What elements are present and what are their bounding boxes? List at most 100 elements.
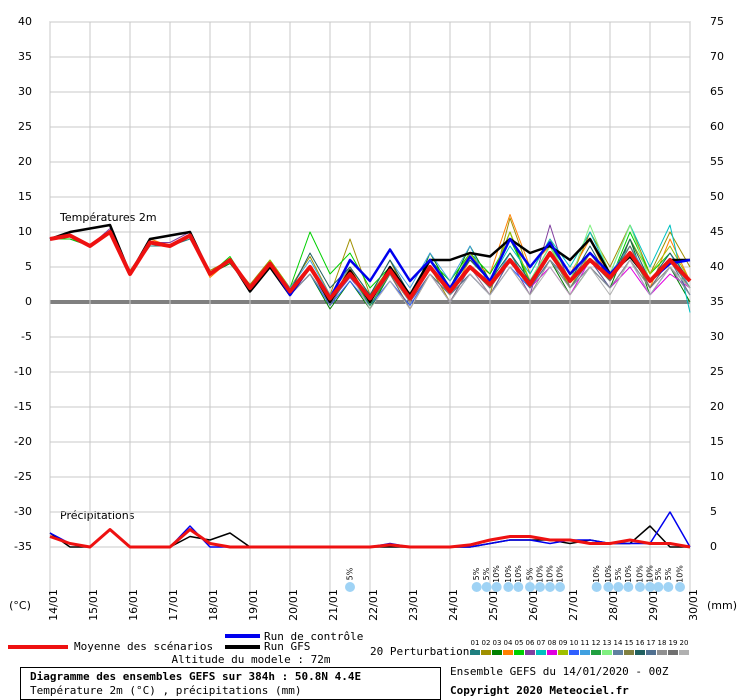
perturbation-swatch [635,650,645,655]
y-tick-label: 5 [25,260,32,273]
y2-tick-label: 40 [710,260,724,273]
x-tick-label: 29/01 [647,589,660,621]
x-tick-label: 27/01 [567,589,580,621]
y2-tick-label: 65 [710,85,724,98]
snow-icon [623,582,634,592]
snow-icon [653,582,664,592]
chart-title: Diagramme des ensembles GEFS sur 384h : … [30,670,361,683]
y-tick-label: -20 [14,435,32,448]
snow-icon [603,582,614,592]
snow-icon [525,582,535,592]
snow-probability: 5% [654,567,663,580]
x-tick-label: 19/01 [247,589,260,621]
legend-label: Moyenne des scénarios [74,640,213,653]
legend-label: Run GFS [264,640,310,653]
perturbation-number: 19 [669,639,678,647]
precipitation-label: Précipitations [60,509,135,522]
snow-icon [491,582,502,592]
x-tick-label: 14/01 [47,589,60,621]
y2-tick-label: 5 [710,505,717,518]
perturbation-swatch [470,650,480,655]
perturbation-number: 09 [559,639,568,647]
snow-icon [481,582,492,592]
snow-icon [591,582,602,592]
snow-icon [663,582,674,592]
x-tick-label: 15/01 [87,589,100,621]
snow-probability: 5% [482,567,491,580]
y-tick-label: 0 [25,295,32,308]
perturbation-number: 20 [680,639,689,647]
x-tick-label: 28/01 [607,589,620,621]
x-tick-label: 21/01 [327,589,340,621]
y2-axis-label: (mm) [707,599,737,612]
perturbation-swatch [514,650,524,655]
plot: 5% 5% 5% 10% 10% 10% 5% 10% 10% 10% 10% 10% 5% 10% 10%… [49,214,692,592]
legend-label: Run de contrôle [264,630,363,643]
y2-tick-label: 50 [710,190,724,203]
y2-tick-label: 15 [710,435,724,448]
altitude: Altitude du modele : 72m [172,653,331,666]
perturbation-number: 04 [504,639,513,647]
perturbation-number: 10 [570,639,579,647]
perturbation-swatch [602,650,612,655]
precipitation-line [49,528,691,549]
snow-probability: 5% [614,567,623,580]
snow-probability: 10% [646,565,655,583]
x-tick-label: 30/01 [687,589,700,621]
snow-probability: 5% [472,567,481,580]
perturbation-number: 03 [493,639,502,647]
snow-icon [471,582,482,592]
y-tick-label: -15 [14,400,32,413]
perturbation-number: 13 [603,639,612,647]
y-tick-label: 20 [18,155,32,168]
snow-icon [345,582,355,592]
temperature-label: Températures 2m [59,211,157,224]
x-tick-label: 22/01 [367,589,380,621]
perturbation-number: 05 [515,639,524,647]
perturbation-number: 02 [482,639,491,647]
x-tick-label: 17/01 [167,589,180,621]
perturbation-swatch [569,650,579,655]
perturbation-swatch [668,650,678,655]
snow-probability: 10% [556,565,565,583]
perturbation-swatch [558,650,568,655]
snow-icon [613,582,624,592]
snow-probability: 5% [526,567,535,580]
snow-probability: 10% [592,565,601,583]
snow-icon [503,582,514,592]
perturbation-swatch [624,650,634,655]
snow-probability: 10% [624,565,633,583]
perturbation-number: 08 [548,639,557,647]
perturbation-number: 17 [647,639,656,647]
x-tick-label: 18/01 [207,589,220,621]
y-tick-label: -35 [14,540,32,553]
snow-icon [545,582,555,592]
run-info: Ensemble GEFS du 14/01/2020 - 00Z [450,665,669,678]
temperature-line [49,230,692,301]
y-tick-label: -25 [14,470,32,483]
y2-tick-label: 60 [710,120,724,133]
y2-tick-label: 55 [710,155,724,168]
snow-probability: 10% [536,565,545,583]
perturbation-swatch [679,650,689,655]
snow-probability: 5% [664,567,673,580]
perturbation-number: 15 [625,639,634,647]
snow-icon [635,582,645,592]
perturbation-number: 07 [537,639,546,647]
x-tick-label: 25/01 [487,589,500,621]
perturbation-swatch [492,650,502,655]
y-tick-label: -30 [14,505,32,518]
y2-tick-label: 70 [710,50,724,63]
temperature-line [49,223,690,304]
perturbation-number: 12 [592,639,601,647]
y2-tick-label: 25 [710,365,724,378]
x-tick-label: 23/01 [407,589,420,621]
perturbation-swatch [481,650,491,655]
perturbation-number: 06 [526,639,535,647]
y-axis-label: (°C) [9,599,31,612]
perturbation-swatch [613,650,623,655]
copyright: Copyright 2020 Meteociel.fr [450,684,629,697]
y-tick-label: -5 [21,330,32,343]
y2-tick-label: 20 [710,400,724,413]
